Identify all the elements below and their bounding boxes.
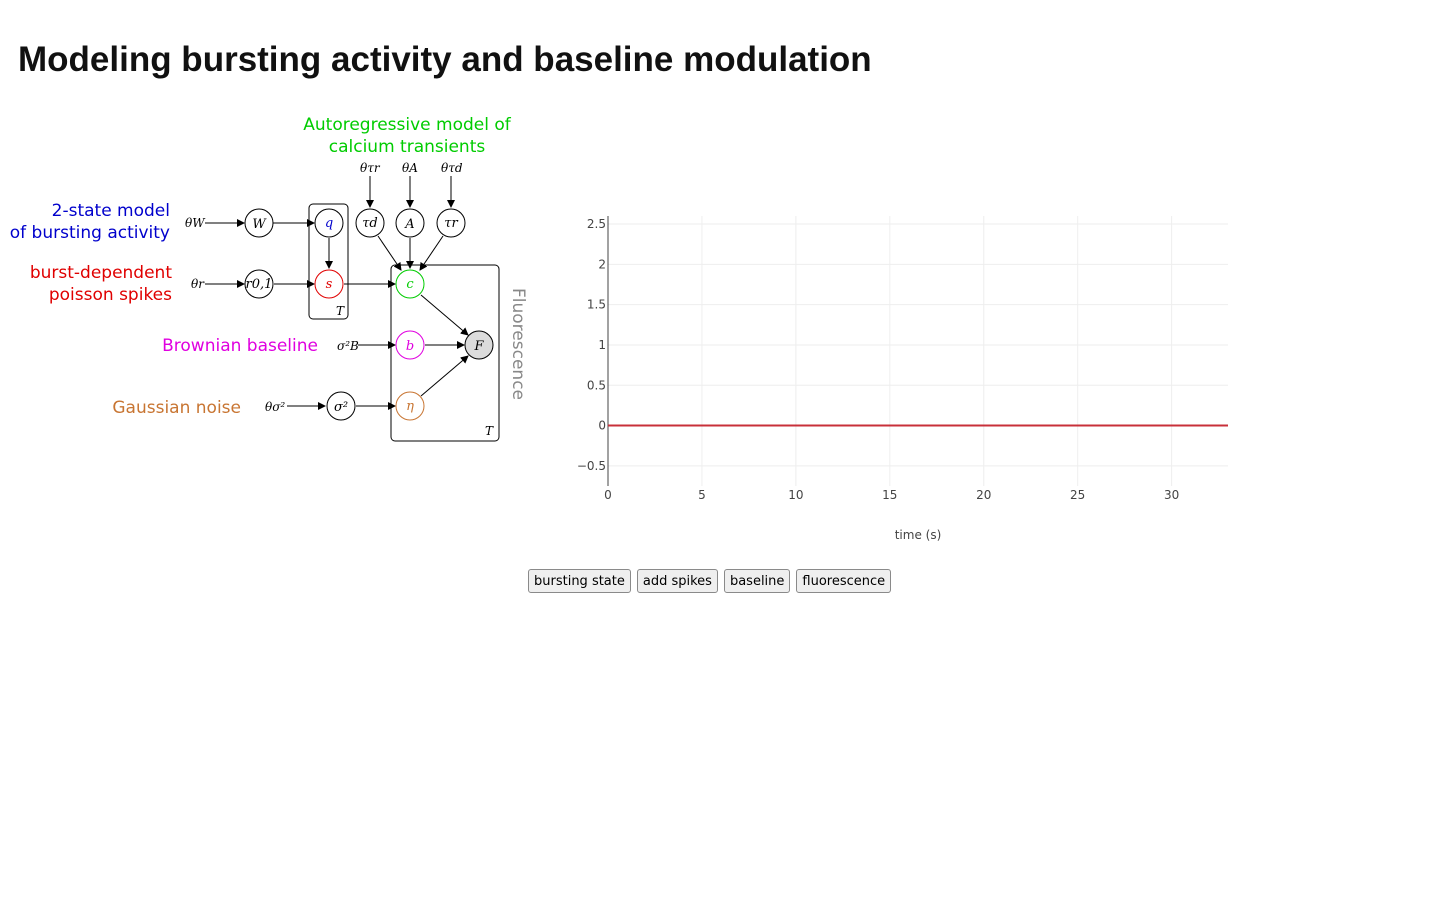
plate-right bbox=[390, 264, 500, 442]
baseline-button[interactable]: baseline bbox=[723, 569, 791, 593]
node-eta: η bbox=[395, 391, 425, 421]
label-autoregressive-2: calcium transients bbox=[329, 137, 486, 157]
x-tick-label: 5 bbox=[698, 488, 706, 502]
plate-left bbox=[308, 203, 349, 320]
plate-left-label: T bbox=[336, 304, 345, 318]
node-tau-d-label: τd bbox=[362, 216, 378, 231]
node-tau-d: τd bbox=[355, 208, 385, 238]
label-fluorescence: Fluorescence bbox=[508, 288, 528, 400]
param-theta-r: θr bbox=[191, 277, 205, 291]
tick-layer: 0 5 10 15 20 25 30 −0.5 0 0.5 1 1.5 2 2.5 bbox=[577, 217, 1179, 502]
x-tick-label: 25 bbox=[1070, 488, 1085, 502]
param-sigma-b: σ²B bbox=[337, 339, 359, 353]
y-tick-label: 1 bbox=[598, 338, 606, 352]
node-a: A bbox=[395, 208, 425, 238]
y-tick-label: 0 bbox=[598, 419, 606, 433]
node-r-label: r0,1 bbox=[246, 277, 273, 292]
node-q-label: q bbox=[325, 216, 333, 231]
node-b-label: b bbox=[406, 339, 414, 354]
x-tick-label: 10 bbox=[788, 488, 803, 502]
node-c: c bbox=[395, 269, 425, 299]
param-theta-tau-r: θτr bbox=[360, 161, 381, 175]
node-f-label: F bbox=[473, 339, 484, 354]
bursting-state-button[interactable]: bursting state bbox=[528, 569, 631, 593]
control-buttons: bursting state add spikes baseline fluor… bbox=[528, 569, 892, 593]
node-tau-r-label: τr bbox=[444, 216, 458, 231]
page-title: Modeling bursting activity and baseline … bbox=[18, 40, 872, 79]
node-sigma2: σ² bbox=[326, 391, 356, 421]
x-tick-label: 15 bbox=[882, 488, 897, 502]
label-burst-2: poisson spikes bbox=[49, 285, 172, 305]
x-tick-label: 30 bbox=[1164, 488, 1179, 502]
node-sigma2-label: σ² bbox=[334, 400, 348, 415]
param-theta-w: θW bbox=[185, 216, 206, 230]
node-eta-label: η bbox=[406, 399, 414, 414]
node-r: r0,1 bbox=[244, 269, 274, 299]
label-gaussian: Gaussian noise bbox=[112, 398, 241, 418]
y-tick-label: 1.5 bbox=[587, 298, 606, 312]
param-theta-a: θA bbox=[402, 161, 418, 175]
label-two-state-1: 2-state model bbox=[52, 201, 170, 221]
edges bbox=[205, 176, 469, 410]
param-theta-tau-d: θτd bbox=[441, 161, 463, 175]
label-autoregressive-1: Autoregressive model of bbox=[303, 115, 512, 135]
label-two-state-2: of bursting activity bbox=[10, 223, 170, 243]
fluorescence-chart: 0 5 10 15 20 25 30 −0.5 0 0.5 1 1.5 2 2.5 time (s) bbox=[577, 216, 1228, 542]
label-burst-1: burst-dependent bbox=[30, 263, 173, 283]
plate-right-label: T bbox=[485, 424, 494, 438]
graphical-model-diagram: Autoregressive model of calcium transien… bbox=[10, 115, 528, 442]
node-s: s bbox=[314, 269, 344, 299]
node-a-label: A bbox=[404, 217, 414, 232]
node-tau-r: τr bbox=[436, 208, 466, 238]
node-q: q bbox=[314, 208, 344, 238]
node-w: W bbox=[244, 208, 274, 238]
y-tick-label: 2 bbox=[598, 257, 606, 271]
fluorescence-button[interactable]: fluorescence bbox=[796, 569, 892, 593]
param-theta-sigma: θσ² bbox=[265, 400, 285, 414]
grid-layer bbox=[608, 216, 1228, 486]
y-tick-label: 0.5 bbox=[587, 378, 606, 392]
node-b: b bbox=[395, 330, 425, 360]
x-tick-label: 0 bbox=[604, 488, 612, 502]
node-s-label: s bbox=[326, 277, 333, 292]
node-c-label: c bbox=[406, 277, 414, 292]
label-brownian: Brownian baseline bbox=[162, 336, 318, 356]
node-w-label: W bbox=[252, 217, 267, 232]
y-tick-label: −0.5 bbox=[577, 459, 606, 473]
y-tick-label: 2.5 bbox=[587, 217, 606, 231]
add-spikes-button[interactable]: add spikes bbox=[636, 569, 718, 593]
node-f: F bbox=[464, 330, 494, 360]
x-axis-label: time (s) bbox=[895, 528, 942, 542]
x-tick-label: 20 bbox=[976, 488, 991, 502]
